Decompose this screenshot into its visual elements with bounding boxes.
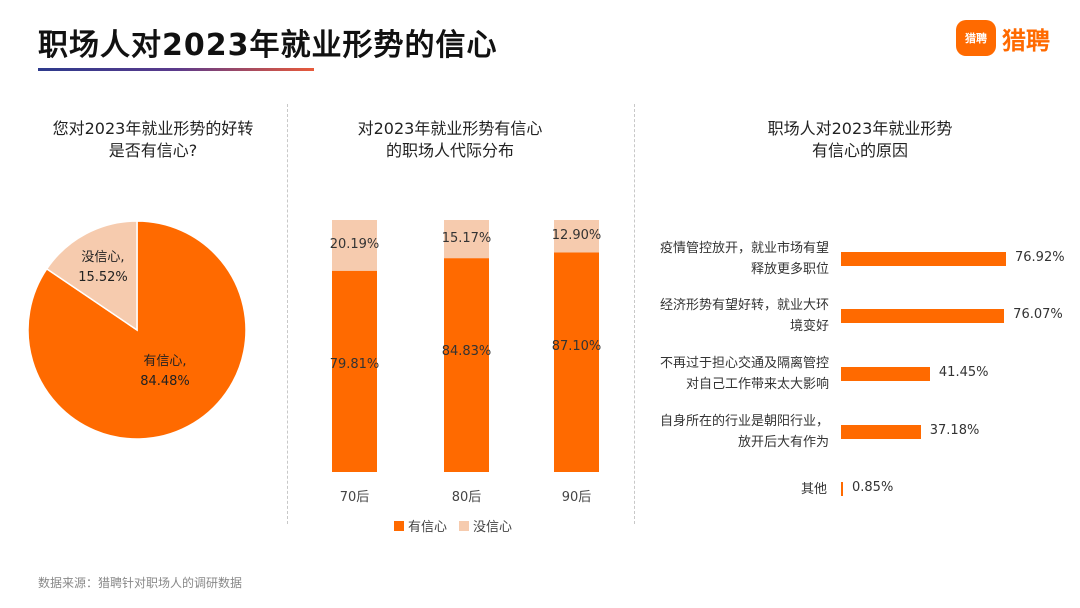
legend-swatch-unconfident	[459, 520, 470, 531]
page-title: 职场人对2023年就业形势的信心	[38, 28, 498, 63]
bar-segment-unconfident	[332, 220, 377, 271]
reason-value-label: 0.85%	[852, 480, 894, 495]
reason-bar	[841, 425, 921, 439]
reason-value-label: 41.45%	[938, 365, 989, 380]
logo-icon: 猎聘	[956, 20, 996, 56]
pie-slice-unconfident	[45, 220, 138, 332]
legend: 有信心 没信心	[394, 516, 512, 535]
bar-label-confident: 84.83%	[441, 344, 492, 360]
reasons-title: 职场人对2023年就业形势 有信心的原因	[767, 119, 953, 160]
reason-label: 疫情管控放开，就业市场有望 释放更多职位	[659, 241, 829, 277]
reason-bar	[841, 482, 843, 496]
logo-text: 猎聘	[1002, 26, 1050, 55]
reason-bar	[841, 309, 1005, 323]
reason-value-label: 37.18%	[929, 423, 980, 438]
reason-bar	[841, 252, 1006, 266]
legend-label-confident: 有信心	[408, 520, 448, 535]
reason-label: 自身所在的行业是朝阳行业， 放开后大有作为	[659, 414, 829, 450]
bar-label-confident: 79.81%	[329, 356, 380, 372]
pie-title: 您对2023年就业形势的好转 是否有信心?	[52, 119, 254, 160]
bar-segment-unconfident	[554, 220, 599, 253]
reason-label: 经济形势有望好转，就业大环 境变好	[659, 298, 829, 334]
legend-label-unconfident: 没信心	[473, 520, 513, 535]
brand-logo: 猎聘 猎聘	[956, 20, 1050, 56]
legend-swatch-confident	[394, 520, 404, 531]
data-source: 数据来源：猎聘针对职场人的调研数据	[38, 576, 243, 590]
reason-label: 其他	[800, 482, 827, 497]
bar-category-label: 80后	[451, 490, 482, 505]
bar-category-label: 90后	[561, 490, 592, 505]
pie-label-unconfident: 没信心, 15.52%	[78, 250, 128, 285]
reason-value-label: 76.92%	[1015, 250, 1065, 265]
pie-chart	[27, 220, 247, 440]
bar-segment-confident	[554, 252, 599, 472]
bar-label-confident: 87.10%	[551, 338, 602, 354]
pie-label-confident: 有信心, 84.48%	[140, 354, 190, 389]
reason-value-label: 76.07%	[1013, 307, 1063, 322]
bar-segment-unconfident	[444, 220, 489, 259]
title-underline	[38, 68, 314, 71]
divider-right	[634, 104, 635, 524]
divider-left	[287, 104, 288, 524]
reason-bar	[841, 367, 930, 381]
stacked-bar-chart	[332, 220, 599, 472]
bar-label-unconfident: 15.17%	[441, 231, 492, 247]
bar-segment-confident	[332, 270, 377, 472]
bar-label-unconfident: 12.90%	[551, 228, 602, 244]
bar-title: 对2023年就业形势有信心 的职场人代际分布	[357, 119, 543, 160]
bar-category-label: 70后	[339, 490, 370, 505]
bar-label-unconfident: 20.19%	[329, 237, 380, 253]
reason-label: 不再过于担心交通及隔离管控 对自己工作带来太大影响	[659, 356, 829, 392]
bar-segment-confident	[444, 258, 489, 472]
